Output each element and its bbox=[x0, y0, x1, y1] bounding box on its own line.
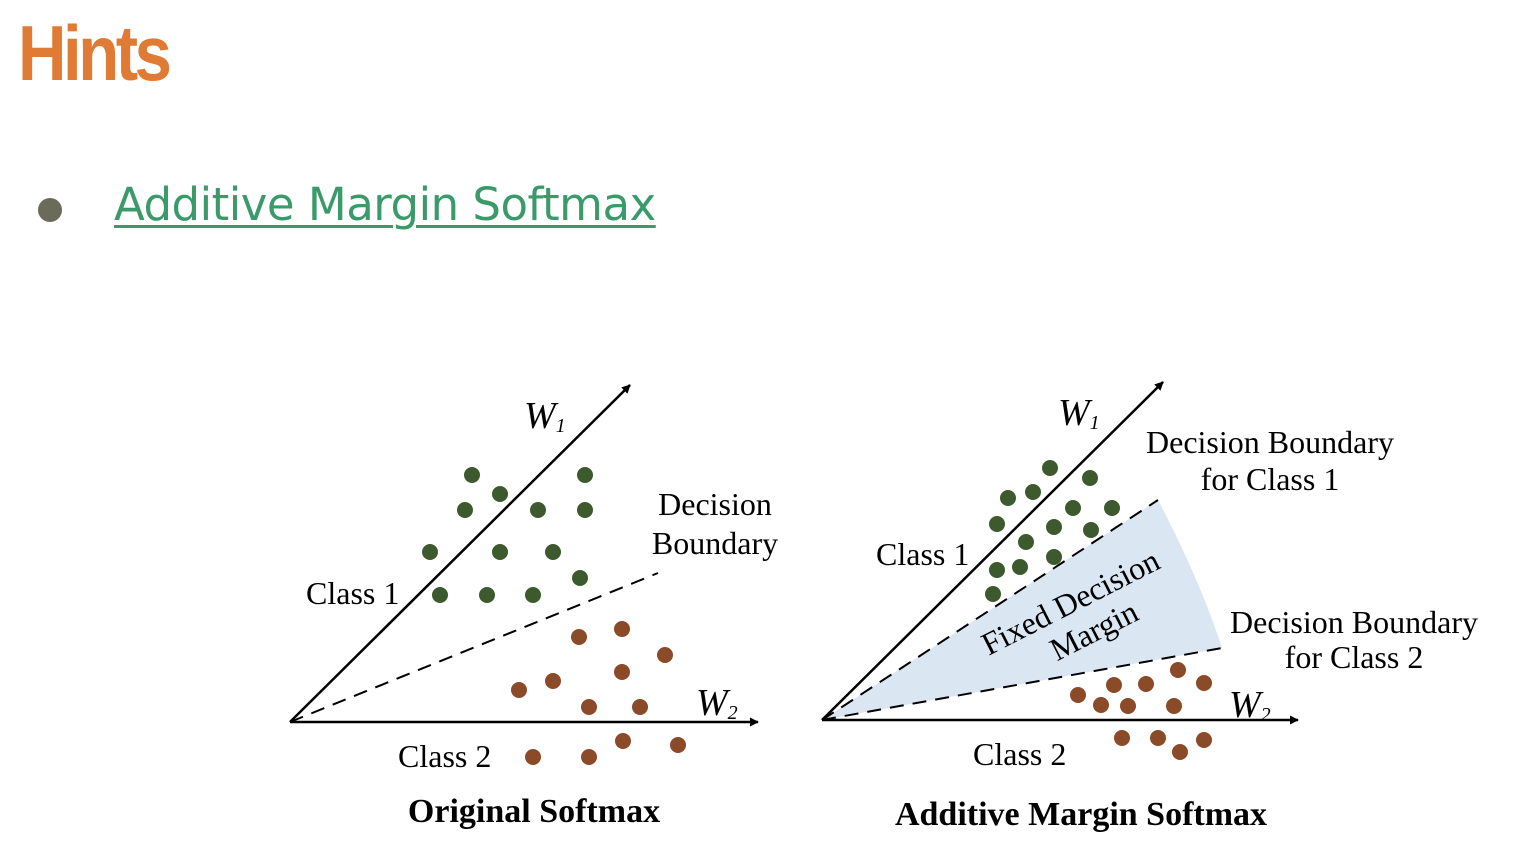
decision-boundary-line bbox=[289, 572, 659, 723]
original-softmax-diagram: W1 W2 Class 1 Class 2 Decision Boundary … bbox=[289, 384, 778, 830]
class2-label: Class 2 bbox=[973, 736, 1066, 772]
class1-point bbox=[1082, 470, 1098, 486]
class1-label: Class 1 bbox=[306, 575, 399, 611]
class1-point bbox=[1012, 559, 1028, 575]
class1-point bbox=[572, 570, 588, 586]
class2-point bbox=[614, 621, 630, 637]
w2-axis-label: W2 bbox=[1229, 684, 1271, 726]
class1-boundary-line bbox=[821, 499, 1159, 721]
w1-axis bbox=[821, 381, 1164, 721]
class2-point bbox=[1172, 744, 1188, 760]
class1-point bbox=[492, 544, 508, 560]
class1-point bbox=[1046, 519, 1062, 535]
class1-point bbox=[422, 544, 438, 560]
class2-point bbox=[1138, 676, 1154, 692]
class2-point bbox=[1093, 697, 1109, 713]
page-title: Hints bbox=[18, 9, 172, 97]
class1-point bbox=[577, 502, 593, 518]
class2-point bbox=[1196, 732, 1212, 748]
class1-point bbox=[1083, 522, 1099, 538]
additive-margin-softmax-caption: Additive Margin Softmax bbox=[895, 796, 1267, 833]
class1-point bbox=[1065, 500, 1081, 516]
class1-point bbox=[530, 502, 546, 518]
class2-point bbox=[1120, 698, 1136, 714]
class1-points bbox=[985, 460, 1120, 602]
class2-points bbox=[511, 621, 686, 765]
w1-axis-label: W1 bbox=[524, 395, 566, 437]
bullet-icon bbox=[38, 198, 62, 222]
class1-point bbox=[1018, 534, 1034, 550]
class2-point bbox=[525, 749, 541, 765]
class1-label: Class 1 bbox=[876, 536, 969, 572]
class1-point bbox=[479, 587, 495, 603]
additive-margin-softmax-diagram: W1 W2 Class 1 Class 2 Fixed Decision Mar… bbox=[821, 381, 1478, 833]
w2-axis-label: W2 bbox=[696, 682, 738, 724]
class2-point bbox=[1170, 662, 1186, 678]
class2-point bbox=[614, 664, 630, 680]
class2-point bbox=[581, 699, 597, 715]
class1-boundary-label-line1: Decision Boundary bbox=[1146, 424, 1394, 460]
w1-axis bbox=[289, 384, 631, 723]
class2-point bbox=[511, 682, 527, 698]
class1-point bbox=[432, 587, 448, 603]
class2-point bbox=[657, 647, 673, 663]
class1-point bbox=[989, 516, 1005, 532]
original-softmax-caption: Original Softmax bbox=[408, 793, 660, 830]
class1-point bbox=[1046, 549, 1062, 565]
class2-point bbox=[1150, 730, 1166, 746]
class1-points bbox=[422, 467, 593, 603]
w1-axis-label: W1 bbox=[1058, 392, 1100, 434]
class2-point bbox=[1070, 687, 1086, 703]
class2-boundary-label-line1: Decision Boundary bbox=[1230, 604, 1478, 640]
class2-point bbox=[571, 629, 587, 645]
class2-point bbox=[545, 673, 561, 689]
class1-point bbox=[1104, 500, 1120, 516]
class1-boundary-label-line2: for Class 1 bbox=[1201, 461, 1340, 497]
class2-point bbox=[615, 733, 631, 749]
class2-point bbox=[1166, 698, 1182, 714]
class2-point bbox=[1196, 675, 1212, 691]
class1-point bbox=[1025, 484, 1041, 500]
class1-point bbox=[989, 562, 1005, 578]
class1-point bbox=[1042, 460, 1058, 476]
class1-point bbox=[525, 587, 541, 603]
class2-points bbox=[1070, 662, 1212, 760]
additive-margin-softmax-link[interactable]: Additive Margin Softmax bbox=[114, 178, 656, 231]
class1-point bbox=[464, 467, 480, 483]
class1-point bbox=[545, 544, 561, 560]
class1-point bbox=[457, 502, 473, 518]
class2-point bbox=[1114, 730, 1130, 746]
decision-boundary-label-line1: Decision bbox=[658, 486, 772, 522]
decision-boundary-label-line2: Boundary bbox=[652, 525, 778, 561]
class2-point bbox=[670, 737, 686, 753]
class2-point bbox=[632, 699, 648, 715]
class2-label: Class 2 bbox=[398, 738, 491, 774]
class2-point bbox=[1106, 677, 1122, 693]
class1-point bbox=[577, 467, 593, 483]
class2-boundary-label-line2: for Class 2 bbox=[1285, 639, 1424, 675]
class2-point bbox=[581, 749, 597, 765]
class1-point bbox=[492, 486, 508, 502]
class1-point bbox=[1000, 490, 1016, 506]
class1-point bbox=[985, 586, 1001, 602]
